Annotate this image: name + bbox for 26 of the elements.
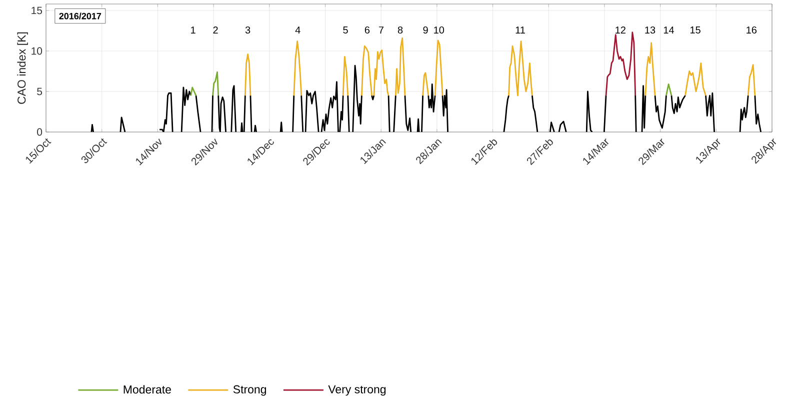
annotation: 8 xyxy=(398,26,403,34)
annotation: 9 xyxy=(423,26,428,34)
legend-label: Very strong xyxy=(328,385,386,396)
legend-label: Strong xyxy=(233,385,266,396)
annotation: 5 xyxy=(343,26,348,34)
annotation: 1 xyxy=(191,26,196,34)
annotation: 12 xyxy=(616,26,626,34)
annotation: 14 xyxy=(664,26,674,34)
y-tick-label: 10 xyxy=(32,47,42,55)
annotation: 2 xyxy=(213,26,218,34)
legend-label: Moderate xyxy=(124,385,171,394)
annotation: 6 xyxy=(364,26,370,34)
annotation: 11 xyxy=(516,26,525,34)
y-tick-label: 15 xyxy=(32,6,42,14)
annotation: 10 xyxy=(434,26,444,34)
y-axis-title: CAO index [K] xyxy=(17,32,28,104)
y-tick-label: 0 xyxy=(37,128,42,136)
annotation: 3 xyxy=(245,26,250,34)
annotation: 4 xyxy=(295,26,300,34)
y-tick-label: 5 xyxy=(37,88,42,96)
line-series xyxy=(605,32,636,96)
annotation: 2016/2017 xyxy=(59,12,102,20)
annotation: 7 xyxy=(378,26,384,34)
annotation: 16 xyxy=(746,26,757,34)
annotation: 15 xyxy=(690,26,700,34)
annotation: 13 xyxy=(645,26,656,34)
